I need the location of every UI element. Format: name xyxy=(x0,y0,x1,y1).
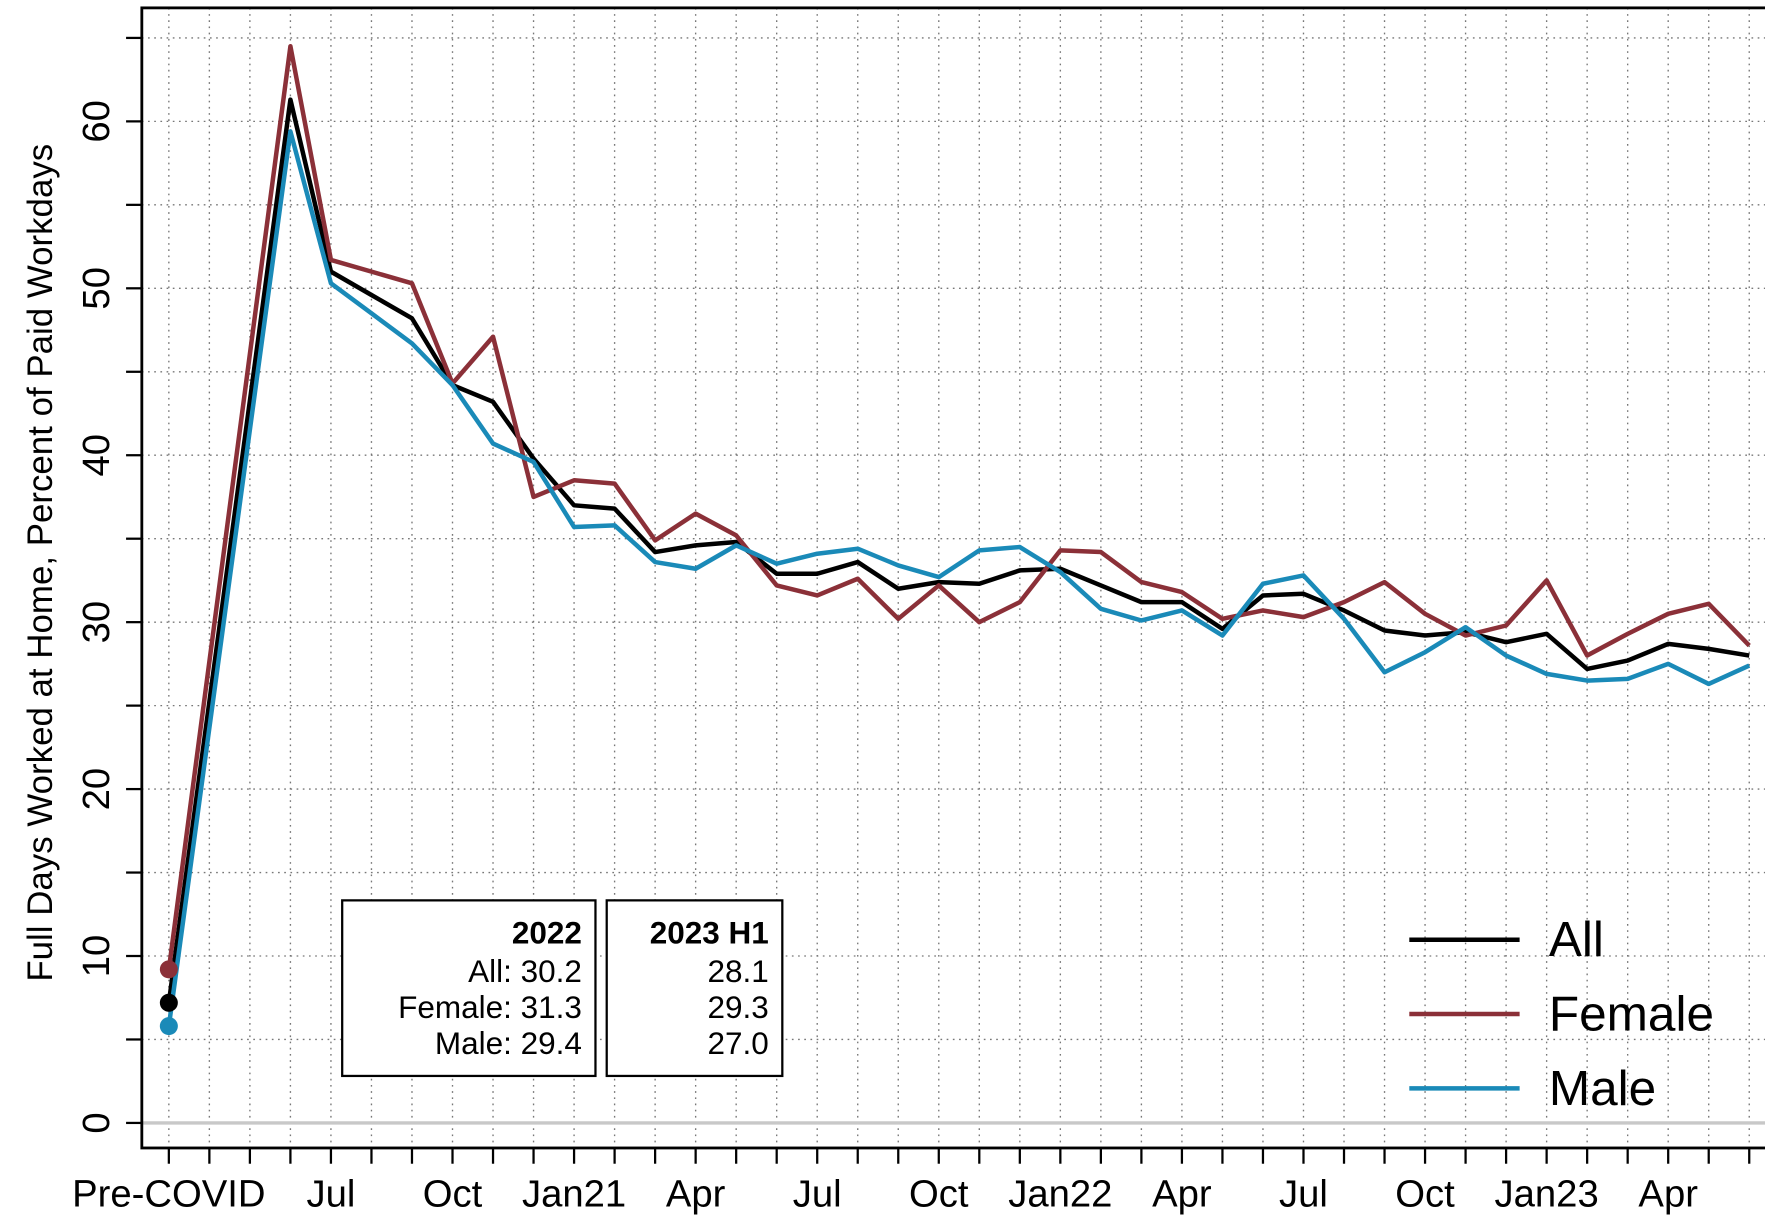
x-tick-label: Jan21 xyxy=(522,1172,626,1215)
x-tick-label: Jan22 xyxy=(1008,1172,1112,1215)
x-tick-label: Jan23 xyxy=(1495,1172,1599,1215)
x-tick-label: Apr xyxy=(1638,1172,1698,1215)
x-tick-label: Jul xyxy=(1279,1172,1328,1215)
y-tick-label: 20 xyxy=(75,768,118,811)
series-line xyxy=(166,129,1751,1027)
legend-label: All xyxy=(1549,912,1604,967)
y-tick-label: 40 xyxy=(75,434,118,477)
y-tick-label: 60 xyxy=(75,100,118,143)
x-tick-label: Apr xyxy=(1152,1172,1212,1215)
y-axis-label: Full Days Worked at Home, Percent of Pai… xyxy=(21,144,60,982)
x-tick-label: Apr xyxy=(666,1172,726,1215)
x-tick-label: Oct xyxy=(909,1172,969,1215)
inset-header: 2023 H1 xyxy=(650,915,769,951)
inset-box xyxy=(605,899,784,1078)
series-line xyxy=(166,97,1750,1004)
x-tick-label: Jul xyxy=(793,1172,842,1215)
x-tick-label: Oct xyxy=(1395,1172,1455,1215)
x-tick-label: Jul xyxy=(306,1172,355,1215)
pre-covid-point xyxy=(159,993,178,1012)
plot-frame xyxy=(140,6,1765,1150)
pre-covid-point xyxy=(159,1017,178,1036)
series-line xyxy=(166,44,1751,970)
inset-header: 2022 xyxy=(512,915,582,951)
inset-value: All: 30.2 xyxy=(468,953,582,989)
inset-box xyxy=(341,899,597,1078)
x-tick-label: Pre-COVID xyxy=(72,1172,265,1215)
x-tick-label: Oct xyxy=(423,1172,483,1215)
inset-value: 27.0 xyxy=(707,1025,768,1061)
y-tick-label: 0 xyxy=(75,1112,118,1133)
y-tick-label: 50 xyxy=(75,267,118,310)
legend-label: Male xyxy=(1549,1061,1656,1116)
inset-value: Female: 31.3 xyxy=(398,989,582,1025)
inset-value: Male: 29.4 xyxy=(435,1025,582,1061)
inset-value: 29.3 xyxy=(707,989,768,1025)
legend-label: Female xyxy=(1549,986,1714,1041)
y-tick-label: 10 xyxy=(75,935,118,978)
y-tick-label: 30 xyxy=(75,601,118,644)
pre-covid-point xyxy=(159,960,178,979)
inset-value: 28.1 xyxy=(707,953,768,989)
